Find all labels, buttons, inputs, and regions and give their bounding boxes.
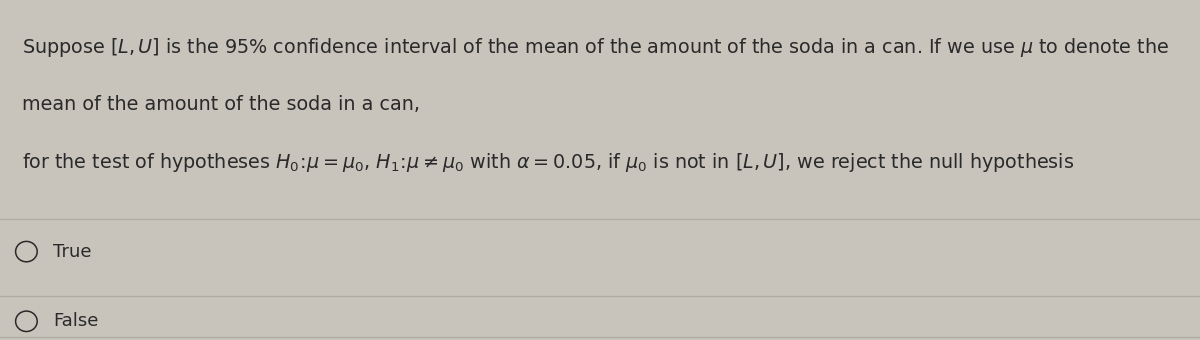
Text: True: True <box>53 243 91 260</box>
Text: for the test of hypotheses $H_0\!:\!\mu = \mu_0$, $H_1\!:\!\mu \neq \mu_0$ with : for the test of hypotheses $H_0\!:\!\mu … <box>22 151 1074 174</box>
Text: mean of the amount of the soda in a can,: mean of the amount of the soda in a can, <box>22 95 420 114</box>
Text: Suppose $[L, U]$ is the 95% confidence interval of the mean of the amount of the: Suppose $[L, U]$ is the 95% confidence i… <box>22 36 1169 59</box>
Text: False: False <box>53 312 98 330</box>
